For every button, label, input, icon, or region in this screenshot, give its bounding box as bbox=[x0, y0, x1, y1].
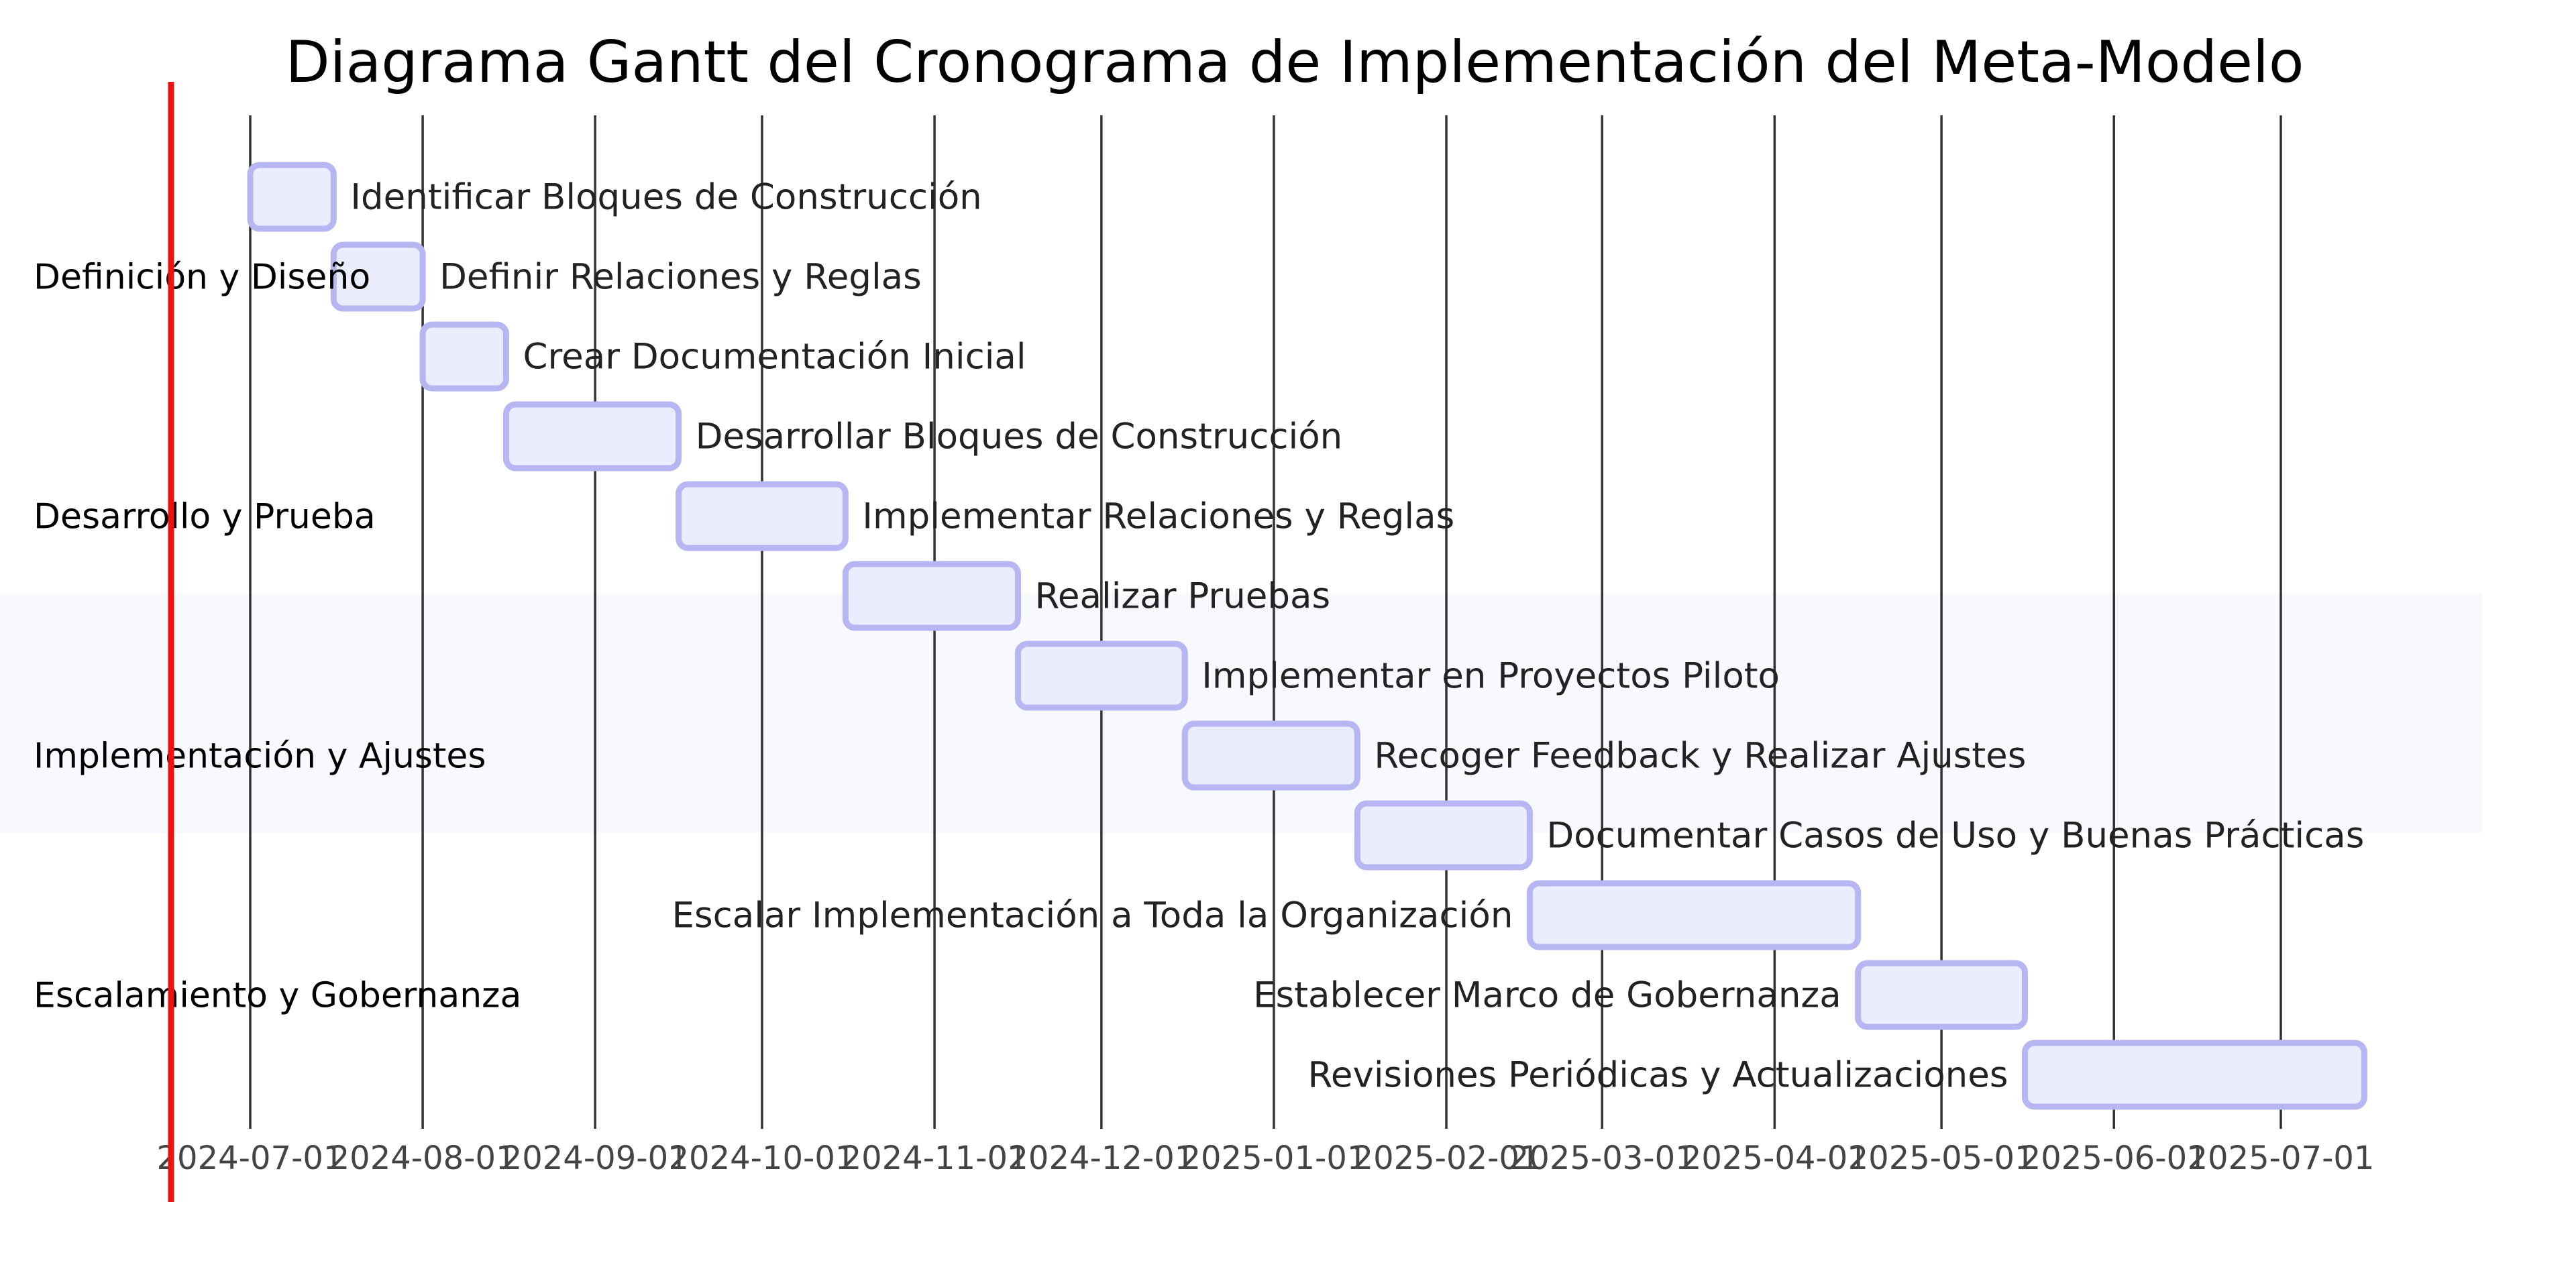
task-label: Desarrollar Bloques de Construcción bbox=[696, 417, 1343, 457]
x-tick-label-2024-11-01: 2024-11-01 bbox=[841, 1140, 1028, 1177]
section-label-4: Escalamiento y Gobernanza bbox=[34, 976, 521, 1016]
x-tick-label-2025-05-01: 2025-05-01 bbox=[1848, 1140, 2035, 1177]
task-label: Identificar Bloques de Construcción bbox=[350, 177, 981, 218]
chart-title: Diagrama Gantt del Cronograma de Impleme… bbox=[285, 29, 2304, 96]
x-tick-label-2025-01-01: 2025-01-01 bbox=[1180, 1140, 1367, 1177]
x-tick-label-2024-10-01: 2024-10-01 bbox=[668, 1140, 855, 1177]
task-bar bbox=[1354, 800, 1533, 871]
section-label-1: Definición y Diseño bbox=[34, 258, 370, 298]
x-tick-label-2024-08-01: 2024-08-01 bbox=[329, 1140, 517, 1177]
task-bar bbox=[1014, 641, 1188, 711]
task-label: Documentar Casos de Uso y Buenas Práctic… bbox=[1546, 816, 2364, 856]
section-label-3: Implementación y Ajustes bbox=[34, 736, 486, 777]
task-bar bbox=[842, 561, 1021, 631]
task-bar bbox=[1855, 960, 2029, 1030]
section-labels: Definición y Diseño Desarrollo y Prueba Im… bbox=[34, 258, 521, 1016]
task-bar bbox=[2022, 1040, 2367, 1110]
task-label: Revisiones Periódicas y Actualizaciones bbox=[1307, 1055, 2008, 1096]
x-tick-label-2025-04-01: 2025-04-01 bbox=[1681, 1140, 1868, 1177]
task-label: Establecer Marco de Gobernanza bbox=[1253, 975, 1841, 1016]
x-axis-tick-labels: 2024-07-012024-08-012024-09-012024-10-01… bbox=[157, 1140, 2375, 1177]
task-label: Implementar en Proyectos Piloto bbox=[1201, 656, 1780, 697]
section-label-2: Desarrollo y Prueba bbox=[34, 497, 376, 537]
task-bar bbox=[330, 241, 426, 312]
task-bar bbox=[1526, 880, 1862, 950]
x-tick-label-2024-09-01: 2024-09-01 bbox=[502, 1140, 689, 1177]
task-bar bbox=[1181, 720, 1360, 791]
section-backgrounds bbox=[0, 594, 2482, 833]
task-label: Realizar Pruebas bbox=[1034, 576, 1330, 617]
task-label: Recoger Feedback y Realizar Ajustes bbox=[1374, 736, 2026, 777]
task-bar bbox=[502, 401, 682, 472]
x-tick-label-2025-02-01: 2025-02-01 bbox=[1353, 1140, 1540, 1177]
task-bar bbox=[247, 162, 337, 232]
task-label: Escalar Implementación a Toda la Organiz… bbox=[672, 895, 1513, 936]
task-bar bbox=[676, 481, 849, 551]
x-tick-label-2025-06-01: 2025-06-01 bbox=[2021, 1140, 2208, 1177]
section-background-3 bbox=[0, 594, 2482, 833]
task-bars bbox=[247, 162, 2367, 1110]
task-label: Definir Relaciones y Reglas bbox=[439, 257, 922, 298]
x-tick-label-2024-07-01: 2024-07-01 bbox=[157, 1140, 344, 1177]
task-label: Crear Documentación Inicial bbox=[523, 337, 1026, 378]
x-tick-label-2025-03-01: 2025-03-01 bbox=[1509, 1140, 1696, 1177]
task-label: Implementar Relaciones y Reglas bbox=[862, 496, 1454, 537]
task-labels: Identificar Bloques de Construcción Defin… bbox=[350, 177, 2364, 1096]
x-tick-label-2024-12-01: 2024-12-01 bbox=[1008, 1140, 1195, 1177]
task-bar bbox=[419, 321, 509, 392]
x-tick-label-2025-07-01: 2025-07-01 bbox=[2188, 1140, 2375, 1177]
